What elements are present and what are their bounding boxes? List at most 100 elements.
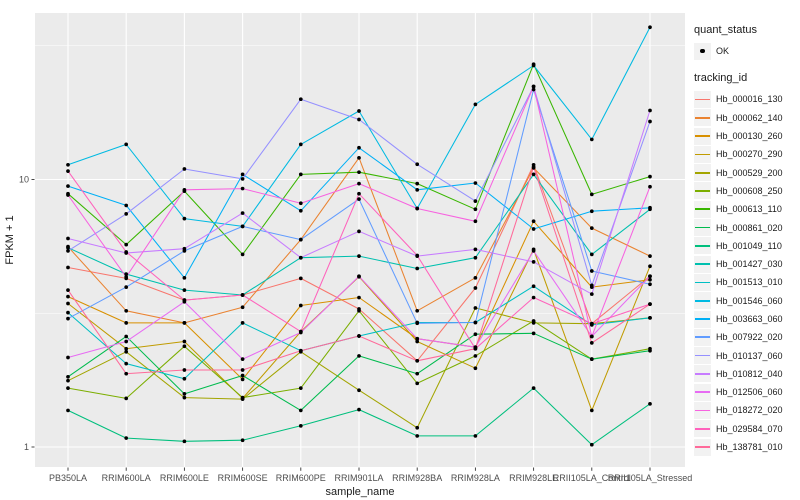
data-point [298, 276, 303, 281]
data-point [357, 117, 361, 122]
data-point [648, 25, 652, 30]
data-point [124, 346, 129, 351]
legend-key-box [694, 292, 711, 310]
data-point [240, 211, 245, 215]
legend-label: Hb_010812_040 [716, 368, 783, 379]
data-point [473, 366, 478, 371]
data-point [298, 303, 303, 308]
data-point [357, 334, 361, 338]
data-point [473, 306, 478, 310]
data-point [648, 254, 652, 258]
y-tick-label: 1 [24, 442, 29, 452]
data-point [589, 226, 594, 230]
legend-line-swatch [695, 226, 710, 229]
legend-key-box [694, 273, 711, 291]
legend-key-box [694, 365, 711, 383]
x-tick-label: RRIM928LA [451, 473, 500, 483]
legend-key-box [694, 328, 711, 346]
data-point [240, 305, 245, 310]
data-point [357, 145, 361, 150]
data-point [124, 321, 129, 325]
legend-line-swatch [695, 153, 710, 156]
legend-line-swatch [695, 171, 710, 174]
legend-key-box [694, 383, 711, 401]
data-point [531, 84, 536, 89]
data-point [415, 371, 420, 376]
data-point [240, 252, 245, 257]
data-point [531, 165, 536, 169]
data-point [66, 288, 70, 292]
data-point [182, 216, 187, 221]
legend-label: Hb_001049_110 [716, 240, 782, 251]
data-point [531, 331, 536, 336]
x-tick-label: RRIM600PE [276, 473, 326, 483]
data-point [240, 377, 245, 382]
data-point [66, 386, 70, 390]
data-point [473, 207, 478, 212]
data-point [182, 275, 187, 280]
data-point [124, 142, 129, 147]
data-point [240, 224, 245, 229]
x-tick-label: RRIM600LE [160, 473, 209, 483]
data-point [415, 181, 420, 186]
legend-key-box [694, 182, 711, 200]
data-point [648, 302, 652, 306]
legend-line-swatch [695, 354, 710, 357]
data-point [240, 293, 245, 297]
y-axis-title: FPKM + 1 [4, 215, 16, 264]
legend-item: Hb_000608_250 [694, 182, 800, 200]
data-point [357, 191, 361, 196]
legend: quant_status OK tracking_id Hb_000016_13… [694, 24, 800, 456]
data-point [531, 219, 536, 224]
legend-label: Hb_000016_130 [716, 94, 783, 105]
data-point [357, 155, 361, 160]
x-tick-label: RRIM600LA [102, 473, 151, 483]
data-point [648, 264, 652, 269]
legend-item: Hb_018272_020 [694, 401, 800, 419]
legend-line-swatch [695, 373, 710, 375]
data-point [298, 423, 303, 428]
data-point [66, 162, 70, 167]
legend-item: Hb_000062_140 [694, 109, 800, 127]
data-point [357, 170, 361, 175]
legend-item: Hb_000130_260 [694, 127, 800, 145]
legend-key-box [694, 420, 711, 438]
legend-line-swatch [695, 263, 710, 265]
data-point [182, 344, 187, 349]
data-point [531, 295, 536, 300]
x-tick-label: RRIM600SE [218, 473, 268, 483]
data-point [415, 187, 420, 192]
data-point [182, 321, 187, 325]
data-point [182, 439, 187, 444]
data-point [648, 401, 652, 406]
data-point [298, 237, 303, 242]
data-point [415, 308, 420, 313]
data-point [298, 142, 303, 147]
legend-line-swatch [695, 98, 710, 101]
data-point [66, 355, 70, 360]
data-point [589, 408, 594, 413]
x-tick-label: RRII105LA_Control [553, 473, 631, 483]
legend-key-box [694, 347, 711, 365]
data-point [473, 434, 478, 438]
legend-line-swatch [695, 427, 710, 430]
data-point [298, 208, 303, 213]
data-point [240, 368, 245, 372]
legend-key-box [694, 90, 711, 108]
data-point [357, 109, 361, 113]
legend-key-box [694, 255, 711, 273]
data-point [240, 321, 245, 325]
legend-item: Hb_000270_290 [694, 145, 800, 163]
data-point [240, 438, 245, 443]
data-point [298, 408, 303, 413]
data-point [357, 308, 361, 313]
data-point [66, 378, 70, 383]
data-point [240, 357, 245, 362]
data-point [66, 236, 70, 241]
legend-key-box [694, 42, 711, 60]
data-point [66, 294, 70, 299]
data-point [124, 250, 129, 254]
data-point [357, 388, 361, 393]
